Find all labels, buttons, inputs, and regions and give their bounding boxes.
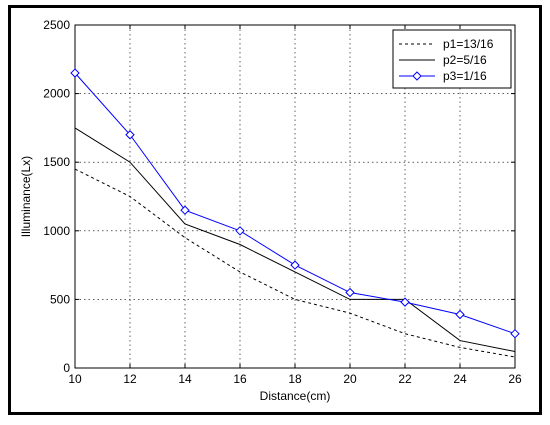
legend: p1=13/16 p2=5/16 p3=1/16 [392, 29, 512, 89]
series-1 [74, 168, 516, 358]
y-tick-label: 1500 [43, 155, 70, 169]
series-line [74, 72, 516, 335]
y-tick-label: 0 [63, 361, 70, 375]
data-point [455, 309, 465, 320]
x-tick-label: 22 [398, 372, 412, 386]
legend-label: p2=5/16 [443, 53, 487, 67]
series-line [74, 127, 516, 353]
series-3 [70, 68, 520, 339]
data-point [180, 205, 190, 215]
x-tick-label: 26 [508, 372, 522, 386]
legend-box [392, 29, 512, 89]
axis-ticks: 10 12 14 16 18 20 22 24 26 0 500 1000 1500 2000 2500 [43, 18, 522, 386]
y-tick-label: 2500 [43, 18, 70, 32]
series-line [74, 168, 516, 358]
data-point [510, 328, 520, 339]
series-2 [74, 127, 516, 353]
legend-marker [412, 71, 422, 81]
x-tick-label: 20 [343, 372, 357, 386]
data-point [125, 130, 135, 140]
data-point [400, 297, 410, 307]
y-tick-label: 1000 [43, 224, 70, 238]
legend-entry: p2=5/16 [399, 53, 487, 67]
x-tick-label: 16 [233, 372, 247, 386]
data-point [290, 260, 300, 270]
y-axis-label: Illuminance(Lx) [19, 156, 33, 237]
y-tick-label: 500 [50, 292, 70, 306]
legend-label: p1=13/16 [443, 37, 494, 51]
legend-entry: p3=1/16 [399, 69, 487, 83]
series-group [70, 68, 520, 358]
data-point [70, 68, 80, 78]
data-point [235, 226, 245, 236]
x-tick-label: 18 [288, 372, 302, 386]
x-axis-label: Distance(cm) [260, 389, 331, 403]
data-point [345, 287, 355, 298]
y-tick-label: 2000 [43, 87, 70, 101]
x-tick-label: 24 [453, 372, 467, 386]
x-tick-label: 10 [68, 372, 82, 386]
legend-entry: p1=13/16 [399, 37, 494, 51]
legend-label: p3=1/16 [443, 69, 487, 83]
x-tick-label: 12 [123, 372, 137, 386]
x-tick-label: 14 [178, 372, 192, 386]
